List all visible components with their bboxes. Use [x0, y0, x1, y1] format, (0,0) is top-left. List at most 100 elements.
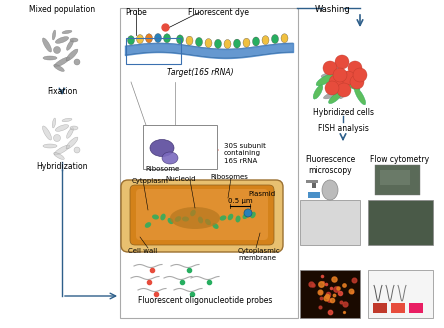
Text: Mixed population: Mixed population — [29, 5, 95, 14]
Ellipse shape — [177, 35, 183, 44]
Ellipse shape — [43, 126, 52, 140]
Circle shape — [323, 61, 337, 75]
Ellipse shape — [54, 65, 64, 72]
Ellipse shape — [224, 39, 231, 49]
Text: Ribosome: Ribosome — [145, 166, 179, 172]
Text: Flow cytometry: Flow cytometry — [370, 155, 429, 164]
Circle shape — [337, 83, 351, 97]
Ellipse shape — [250, 212, 256, 218]
Text: Fluorescent dye: Fluorescent dye — [187, 8, 249, 17]
Ellipse shape — [74, 59, 80, 65]
Ellipse shape — [54, 153, 64, 159]
Ellipse shape — [155, 33, 162, 43]
Ellipse shape — [175, 216, 181, 222]
Text: Plasmid: Plasmid — [248, 191, 275, 197]
Bar — [368, 270, 433, 318]
Ellipse shape — [242, 213, 249, 219]
Ellipse shape — [67, 128, 73, 138]
Bar — [308, 192, 320, 198]
FancyBboxPatch shape — [143, 125, 217, 169]
Ellipse shape — [170, 207, 220, 229]
Ellipse shape — [235, 215, 241, 222]
Ellipse shape — [52, 30, 56, 40]
Text: Fluorescence
microscopy: Fluorescence microscopy — [305, 155, 355, 175]
Bar — [300, 270, 360, 318]
Ellipse shape — [313, 85, 323, 99]
Ellipse shape — [145, 222, 151, 228]
Bar — [373, 303, 387, 313]
Ellipse shape — [198, 216, 203, 223]
Ellipse shape — [150, 139, 174, 156]
Text: Cell wall: Cell wall — [128, 248, 157, 254]
Circle shape — [335, 55, 349, 69]
Text: Fixation: Fixation — [47, 87, 77, 96]
Ellipse shape — [56, 125, 69, 131]
Bar — [375, 165, 420, 195]
Text: 0.5 μm: 0.5 μm — [228, 198, 252, 204]
Ellipse shape — [234, 39, 241, 48]
Ellipse shape — [56, 37, 69, 43]
Ellipse shape — [262, 36, 269, 45]
Text: FISH analysis: FISH analysis — [317, 124, 369, 133]
Text: Fluorescent oligonucleotide probes: Fluorescent oligonucleotide probes — [138, 296, 272, 305]
Circle shape — [341, 71, 355, 85]
Ellipse shape — [162, 152, 178, 164]
Ellipse shape — [167, 218, 174, 224]
Text: Probe: Probe — [125, 8, 147, 17]
Ellipse shape — [43, 144, 57, 148]
Ellipse shape — [195, 37, 202, 47]
Ellipse shape — [214, 39, 222, 48]
Ellipse shape — [152, 215, 159, 219]
Circle shape — [353, 68, 367, 82]
Bar — [391, 303, 405, 313]
Text: 30S subunit
containing
16S rRNA: 30S subunit containing 16S rRNA — [224, 143, 266, 164]
FancyBboxPatch shape — [130, 185, 274, 245]
FancyBboxPatch shape — [136, 189, 268, 240]
Text: Target(16S rRNA): Target(16S rRNA) — [166, 68, 233, 77]
Text: Nucleoid: Nucleoid — [165, 176, 195, 182]
Ellipse shape — [344, 80, 360, 90]
Ellipse shape — [324, 91, 341, 99]
Ellipse shape — [349, 64, 361, 76]
Bar — [312, 180, 316, 188]
Ellipse shape — [354, 87, 366, 105]
Ellipse shape — [228, 214, 233, 220]
Ellipse shape — [70, 38, 78, 42]
Ellipse shape — [66, 49, 78, 61]
Ellipse shape — [43, 38, 52, 52]
Circle shape — [329, 75, 343, 89]
Ellipse shape — [52, 118, 56, 128]
Ellipse shape — [186, 36, 193, 45]
Ellipse shape — [54, 145, 70, 155]
Ellipse shape — [220, 215, 226, 221]
Circle shape — [333, 68, 347, 82]
Ellipse shape — [53, 134, 60, 141]
Ellipse shape — [212, 223, 218, 229]
Ellipse shape — [53, 47, 60, 53]
Ellipse shape — [70, 126, 78, 130]
Circle shape — [244, 209, 252, 217]
Text: Washing: Washing — [315, 5, 351, 14]
Ellipse shape — [163, 34, 170, 43]
Ellipse shape — [67, 40, 73, 50]
Bar — [306, 180, 318, 183]
Ellipse shape — [316, 74, 334, 86]
Ellipse shape — [321, 72, 339, 78]
Circle shape — [350, 75, 364, 89]
Text: Hybridization: Hybridization — [36, 162, 88, 171]
Ellipse shape — [339, 81, 351, 99]
Bar — [120, 8, 298, 318]
Ellipse shape — [62, 118, 72, 122]
Ellipse shape — [205, 39, 212, 48]
Ellipse shape — [43, 56, 57, 60]
Ellipse shape — [182, 216, 189, 221]
Ellipse shape — [190, 210, 196, 216]
Text: Ribosomes: Ribosomes — [210, 174, 248, 180]
Ellipse shape — [136, 34, 143, 44]
Ellipse shape — [205, 219, 211, 225]
Ellipse shape — [243, 38, 250, 47]
Text: Cytoplasm: Cytoplasm — [132, 178, 169, 184]
Bar — [300, 200, 360, 245]
Ellipse shape — [160, 214, 166, 220]
Ellipse shape — [146, 34, 152, 43]
